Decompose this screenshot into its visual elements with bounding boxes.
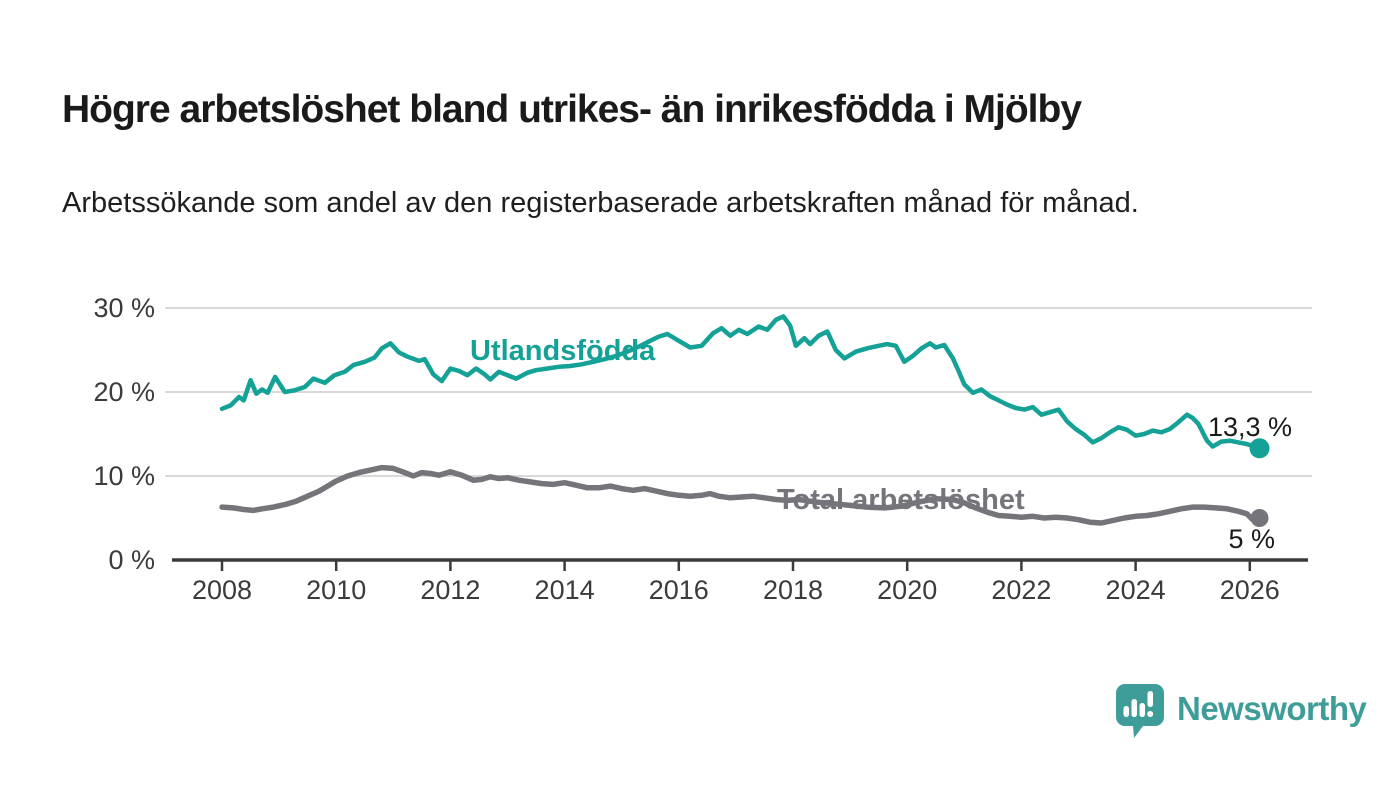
end-value-label-total: 5 % <box>1228 524 1275 554</box>
x-tick-label-2026: 2026 <box>1220 575 1280 605</box>
page-title: Högre arbetslöshet bland utrikes- än inr… <box>62 88 1082 132</box>
series-line-utlandsfodda <box>219 314 1262 451</box>
x-tick-label-2018: 2018 <box>763 575 823 605</box>
x-tick-label-2024: 2024 <box>1106 575 1166 605</box>
x-tick-label-2016: 2016 <box>649 575 709 605</box>
x-tick-label-2012: 2012 <box>420 575 480 605</box>
bar-chart-speech-bubble-icon <box>1115 683 1165 745</box>
newsworthy-logo: Newsworthy <box>1115 683 1367 745</box>
x-tick-label-2014: 2014 <box>535 575 595 605</box>
x-tick-label-2020: 2020 <box>877 575 937 605</box>
logo-wordmark: Newsworthy <box>1177 690 1367 727</box>
end-value-label-utlandsfodda: 13,3 % <box>1207 412 1292 442</box>
y-tick-label-0: 0 % <box>108 545 155 575</box>
x-tick-label-2022: 2022 <box>991 575 1051 605</box>
y-tick-label-10: 10 % <box>93 461 155 491</box>
y-tick-label-30: 30 % <box>93 293 155 323</box>
y-tick-label-20: 20 % <box>93 377 155 407</box>
x-tick-label-2010: 2010 <box>306 575 366 605</box>
page-subtitle: Arbetssökande som andel av den registerb… <box>62 187 1139 219</box>
series-line-total <box>219 464 1263 526</box>
series-end-dot-utlandsfodda <box>1249 438 1270 459</box>
series-end-dot-total <box>1250 509 1269 527</box>
series-label-total-arbetsloshet: Total arbetslöshet <box>777 484 1025 516</box>
series-label-utlandsfodda: Utlandsfödda <box>470 335 656 367</box>
x-tick-label-2008: 2008 <box>192 575 252 605</box>
